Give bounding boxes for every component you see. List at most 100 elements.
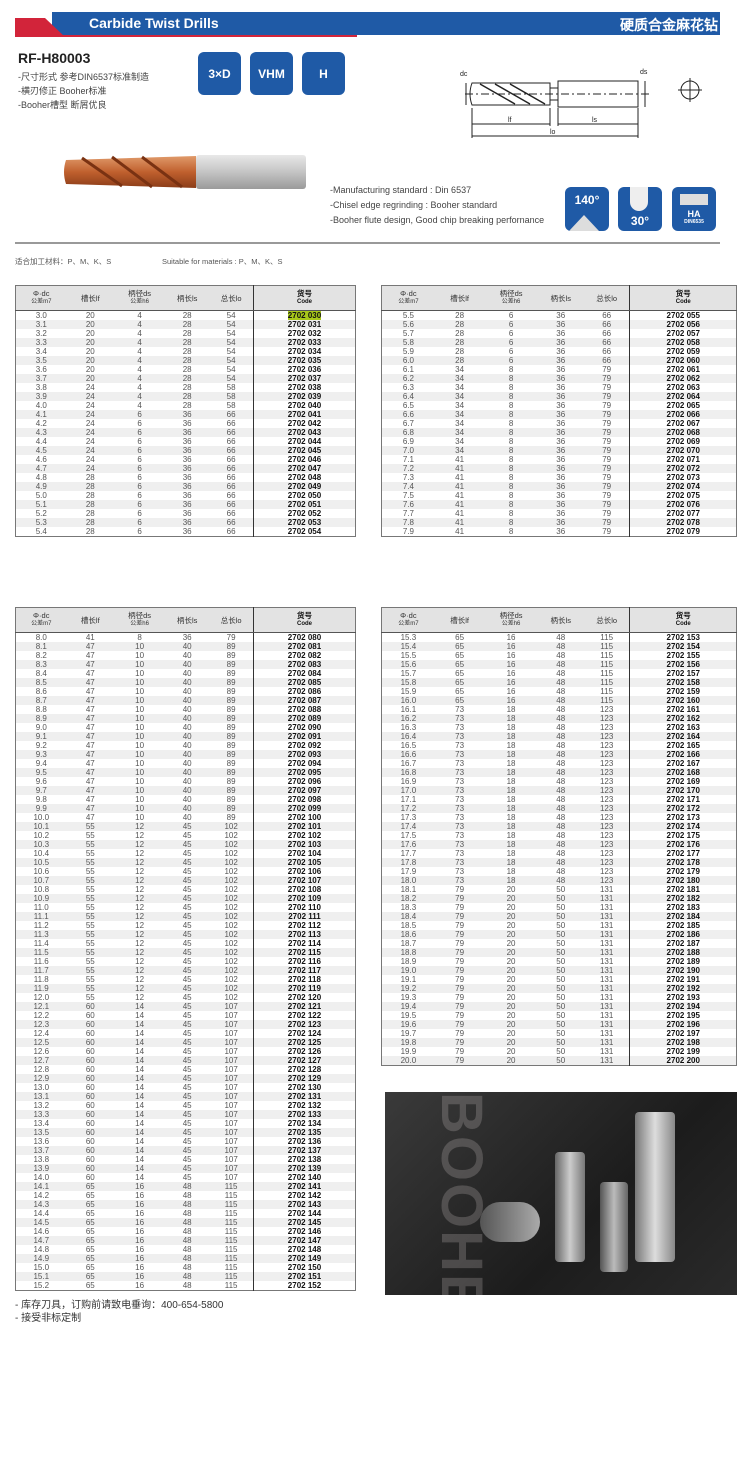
table-cell: 102 bbox=[224, 849, 238, 858]
table-row: 15.3 65 16 48 115 2702 153 bbox=[382, 632, 737, 642]
table-cell: 55 bbox=[66, 840, 115, 849]
table-cell: 102 bbox=[209, 840, 254, 849]
column-header: 总长lo bbox=[583, 607, 630, 633]
table-cell: 123 bbox=[599, 795, 614, 804]
table-cell: 10.0 bbox=[33, 813, 50, 822]
table-row: 11.2 55 12 45 102 2702 112 bbox=[16, 921, 356, 930]
table-row: 13.7 60 14 45 107 2702 137 bbox=[15, 1146, 356, 1155]
table-row: 16.5 73 18 48 123 2702 165 bbox=[382, 741, 737, 750]
table-cell: 8.7 bbox=[15, 696, 67, 705]
table-cell: 9.5 bbox=[15, 768, 67, 777]
spec-table-3: Φ·dc 公差m7 槽长lf 柄径ds 公差h6 柄长ls 总长lo 货号 Code 8.0 41 8… bbox=[15, 607, 356, 1291]
table-cell: 107 bbox=[209, 1002, 254, 1011]
table-header: Φ·dc 公差m7 槽长lf 柄径ds 公差h6 柄长ls 总长lo 货号 Code bbox=[15, 285, 356, 311]
table-cell: 40 bbox=[165, 804, 210, 813]
table-cell: 14.2 bbox=[33, 1191, 50, 1200]
table-cell: 48 bbox=[165, 1218, 210, 1227]
table-row: 3.8 24 4 28 58 2702 038 bbox=[16, 383, 356, 392]
table-cell: 60 bbox=[85, 1029, 95, 1038]
table-cell: 4.6 bbox=[35, 455, 47, 464]
table-cell: 79 bbox=[602, 473, 612, 482]
table-cell: 48 bbox=[556, 795, 566, 804]
table-cell: 66 bbox=[209, 410, 254, 419]
table-row: 10.6 55 12 45 102 2702 106 bbox=[16, 867, 356, 876]
table-cell: 48 bbox=[556, 759, 566, 768]
table-cell: 89 bbox=[209, 696, 254, 705]
table-header: Φ·dc 公差m7 槽长lf 柄径ds 公差h6 柄长ls 总长lo 货号 Code bbox=[381, 607, 737, 633]
table-cell: 131 bbox=[599, 1029, 614, 1038]
table-cell: 28 bbox=[182, 347, 192, 356]
table-row: 16.4 73 18 48 123 2702 164 bbox=[381, 732, 737, 741]
table-cell: 16 bbox=[114, 1236, 166, 1245]
table-cell: 131 bbox=[599, 921, 614, 930]
code-cell: 2702 151 bbox=[252, 1272, 356, 1281]
table-cell: 73 bbox=[434, 840, 485, 849]
table-cell: 20 bbox=[484, 1038, 538, 1047]
table-row: 7.9 41 8 36 79 2702 079 bbox=[382, 527, 737, 537]
table-cell: 50 bbox=[556, 975, 566, 984]
table-cell: 17.7 bbox=[400, 849, 417, 858]
table-row: 15.4 65 16 48 115 2702 154 bbox=[381, 642, 737, 651]
table-cell: 28 bbox=[165, 356, 210, 365]
table-cell: 14 bbox=[114, 1038, 166, 1047]
table-cell: 65 bbox=[66, 1236, 115, 1245]
table-cell: 45 bbox=[165, 858, 210, 867]
table-row: 5.4 28 6 36 66 2702 054 bbox=[16, 527, 356, 537]
table-cell: 20 bbox=[85, 365, 95, 374]
table-cell: 6 bbox=[114, 446, 166, 455]
table-cell: 73 bbox=[455, 867, 465, 876]
table-row: 11.6 55 12 45 102 2702 116 bbox=[16, 957, 356, 966]
code-cell: 2702 077 bbox=[629, 509, 737, 518]
table-row: 9.6 47 10 40 89 2702 096 bbox=[16, 777, 356, 786]
table-cell: 15.7 bbox=[400, 669, 417, 678]
table-cell: 10 bbox=[114, 786, 166, 795]
code-cell: 2702 140 bbox=[252, 1173, 356, 1182]
table-cell: 10.6 bbox=[33, 867, 50, 876]
table-cell: 79 bbox=[455, 993, 465, 1002]
table-cell: 55 bbox=[66, 894, 115, 903]
table-cell: 102 bbox=[209, 984, 254, 993]
table-cell: 36 bbox=[537, 500, 584, 509]
table-cell: 79 bbox=[455, 939, 465, 948]
table-row: 19.6 79 20 50 131 2702 196 bbox=[381, 1020, 737, 1029]
table-cell: 28 bbox=[165, 392, 210, 401]
code-cell: 2702 054 bbox=[252, 527, 356, 537]
table-cell: 10.5 bbox=[15, 858, 67, 867]
table-cell: 28 bbox=[165, 320, 210, 329]
table-row: 9.7 47 10 40 89 2702 097 bbox=[15, 786, 356, 795]
code-cell: 2702 177 bbox=[629, 849, 737, 858]
table-cell: 48 bbox=[537, 858, 584, 867]
table-cell: 8 bbox=[508, 455, 514, 464]
table-cell: 66 bbox=[209, 464, 254, 473]
table-row: 9.1 47 10 40 89 2702 091 bbox=[15, 732, 356, 741]
table-cell: 45 bbox=[165, 1038, 210, 1047]
table-cell: 20 bbox=[484, 912, 538, 921]
code-cell: 2702 125 bbox=[252, 1038, 356, 1047]
table-cell: 73 bbox=[455, 795, 465, 804]
table-cell: 9.1 bbox=[15, 732, 67, 741]
table-cell: 115 bbox=[600, 651, 614, 660]
code-cell: 2702 161 bbox=[629, 705, 737, 714]
table-row: 10.7 55 12 45 102 2702 107 bbox=[15, 876, 356, 885]
table-cell: 60 bbox=[85, 1011, 95, 1020]
helix-angle-label: 30° bbox=[630, 214, 650, 228]
table-cell: 36 bbox=[537, 428, 584, 437]
table-cell: 36 bbox=[165, 428, 210, 437]
code-cell: 2702 069 bbox=[629, 437, 737, 446]
code-cell: 2702 107 bbox=[252, 876, 356, 885]
code-cell: 2702 104 bbox=[252, 849, 356, 858]
code-cell: 2702 040 bbox=[252, 401, 356, 410]
code-cell: 2702 178 bbox=[629, 858, 737, 867]
table-row: 9.2 47 10 40 89 2702 092 bbox=[16, 741, 356, 750]
table-cell: 73 bbox=[455, 723, 465, 732]
table-cell: 36 bbox=[165, 500, 210, 509]
table-cell: 66 bbox=[226, 491, 236, 500]
table-cell: 60 bbox=[66, 1002, 115, 1011]
table-cell: 36 bbox=[182, 455, 192, 464]
table-cell: 73 bbox=[434, 786, 485, 795]
table-cell: 48 bbox=[165, 1182, 210, 1191]
table-cell: 28 bbox=[182, 401, 192, 410]
table-row: 7.3 41 8 36 79 2702 073 bbox=[382, 473, 737, 482]
table-cell: 7.1 bbox=[402, 455, 414, 464]
table-cell: 115 bbox=[224, 1191, 238, 1200]
